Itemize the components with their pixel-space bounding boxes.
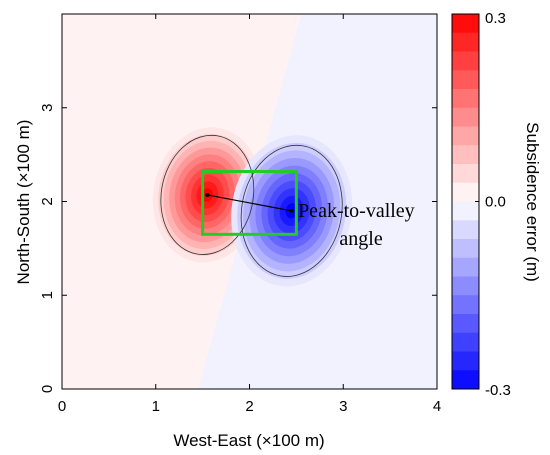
peak-point bbox=[205, 192, 210, 197]
colorbar-segment bbox=[452, 276, 479, 296]
colorbar-segment bbox=[452, 332, 479, 352]
colorbar-segment bbox=[452, 32, 479, 52]
colorbar-segment bbox=[452, 220, 479, 240]
y-tick-label: 3 bbox=[39, 104, 56, 112]
colorbar-segment bbox=[452, 295, 479, 315]
colorbar-segment bbox=[452, 351, 479, 371]
colorbar-segment bbox=[452, 182, 479, 202]
plot-area bbox=[62, 14, 437, 389]
x-tick-label: 4 bbox=[433, 398, 441, 415]
colorbar-label: Subsidence error (m) bbox=[523, 122, 542, 282]
y-tick-label: 2 bbox=[39, 197, 56, 205]
x-tick-label: 1 bbox=[152, 398, 160, 415]
colorbar-segment bbox=[452, 107, 479, 127]
colorbar-segment bbox=[452, 257, 479, 277]
colorbar-tick-label: 0.0 bbox=[485, 194, 506, 211]
valley-point bbox=[289, 208, 294, 213]
y-tick-label: 0 bbox=[39, 385, 56, 393]
y-axis-ticks: 0 1 2 3 bbox=[39, 104, 437, 393]
colorbar-segment bbox=[452, 164, 479, 184]
x-tick-label: 2 bbox=[245, 398, 253, 415]
colorbar-tick-label: 0.3 bbox=[485, 10, 506, 27]
x-tick-label: 3 bbox=[339, 398, 347, 415]
colorbar-ticks: 0.3 0.0 -0.3 bbox=[475, 10, 511, 399]
highlight-box bbox=[201, 170, 298, 236]
y-axis-label: North-South (×100 m) bbox=[14, 120, 33, 285]
colorbar-segment bbox=[452, 370, 479, 390]
colorbar-tick-label: -0.3 bbox=[485, 382, 511, 399]
colorbar-segment bbox=[452, 314, 479, 334]
annotation-line-1: Peak-to-valley bbox=[298, 200, 415, 222]
colorbar-segment bbox=[452, 201, 479, 221]
colorbar-segment bbox=[452, 51, 479, 71]
colorbar-segment bbox=[452, 145, 479, 165]
colorbar-segment bbox=[452, 239, 479, 259]
x-tick-label: 0 bbox=[58, 398, 66, 415]
annotation-line-2: angle bbox=[339, 228, 382, 250]
colorbar-segment bbox=[452, 14, 479, 34]
peak-to-valley-arrow bbox=[207, 194, 292, 212]
x-axis-ticks: 0 1 2 3 4 bbox=[58, 14, 441, 415]
colorbar-segment bbox=[452, 126, 479, 146]
colorbar bbox=[452, 14, 479, 390]
colorbar-segment bbox=[452, 70, 479, 90]
colorbar-segment bbox=[452, 89, 479, 109]
x-axis-label: West-East (×100 m) bbox=[173, 431, 324, 450]
y-tick-label: 1 bbox=[39, 291, 56, 299]
valley-outline-contour bbox=[240, 144, 343, 277]
